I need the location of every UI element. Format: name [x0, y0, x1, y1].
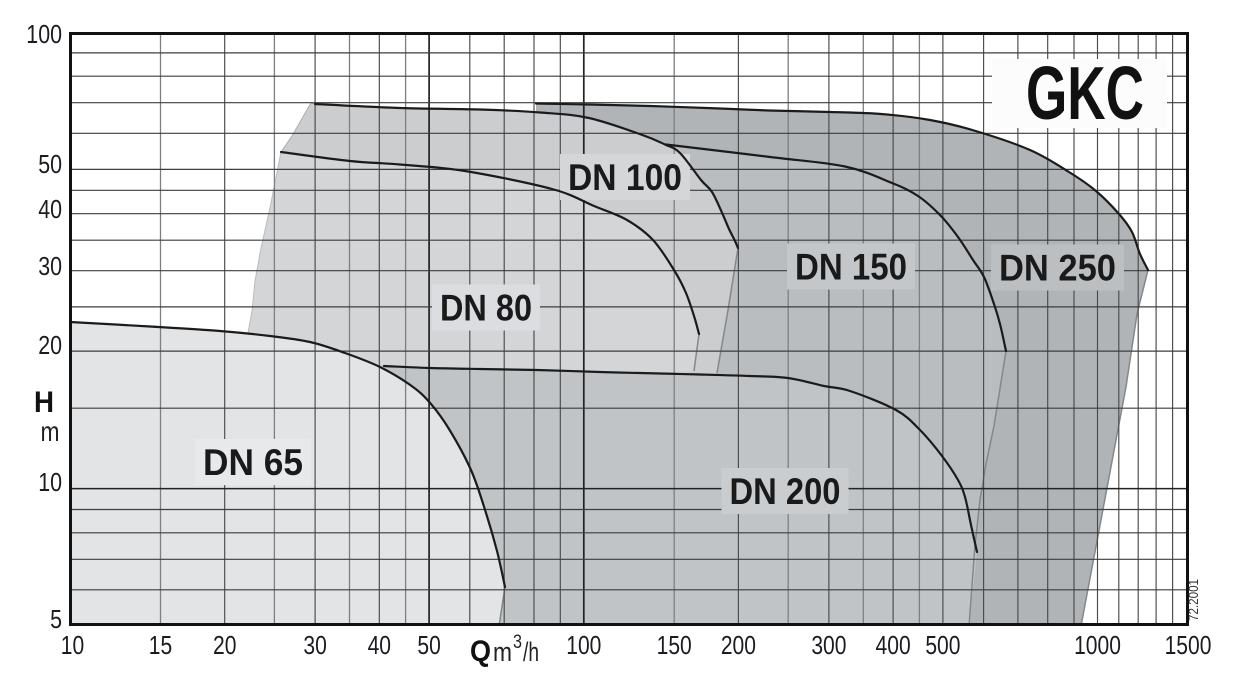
- svg-text:H: H: [34, 386, 54, 419]
- svg-text:100: 100: [566, 630, 601, 660]
- svg-text:/h: /h: [523, 637, 539, 667]
- svg-text:5: 5: [50, 604, 62, 634]
- svg-text:DN 150: DN 150: [795, 247, 907, 288]
- svg-text:40: 40: [38, 194, 62, 224]
- svg-text:DN 100: DN 100: [568, 157, 682, 198]
- svg-text:1500: 1500: [1165, 630, 1212, 660]
- svg-text:GKC: GKC: [1026, 51, 1144, 135]
- svg-text:m: m: [493, 637, 512, 667]
- svg-text:3: 3: [513, 632, 522, 653]
- svg-text:150: 150: [657, 630, 692, 660]
- svg-text:DN 200: DN 200: [730, 471, 841, 512]
- svg-text:DN 65: DN 65: [203, 442, 303, 483]
- svg-text:72.2001: 72.2001: [1186, 579, 1201, 621]
- svg-text:DN 80: DN 80: [440, 288, 532, 329]
- svg-text:200: 200: [721, 630, 756, 660]
- svg-text:40: 40: [368, 630, 391, 660]
- svg-text:15: 15: [149, 630, 172, 660]
- svg-text:100: 100: [26, 19, 62, 49]
- svg-text:DN 250: DN 250: [999, 248, 1116, 289]
- svg-text:300: 300: [811, 630, 846, 660]
- svg-text:Q: Q: [470, 635, 491, 668]
- svg-text:30: 30: [303, 630, 326, 660]
- svg-text:20: 20: [38, 330, 62, 360]
- svg-text:m: m: [41, 416, 60, 447]
- svg-text:20: 20: [213, 630, 236, 660]
- svg-text:50: 50: [417, 630, 440, 660]
- svg-text:1000: 1000: [1074, 630, 1121, 660]
- svg-text:10: 10: [61, 630, 84, 660]
- svg-text:10: 10: [38, 467, 62, 497]
- svg-text:500: 500: [925, 630, 960, 660]
- svg-text:50: 50: [38, 149, 62, 179]
- svg-text:30: 30: [38, 251, 62, 281]
- svg-text:400: 400: [876, 630, 911, 660]
